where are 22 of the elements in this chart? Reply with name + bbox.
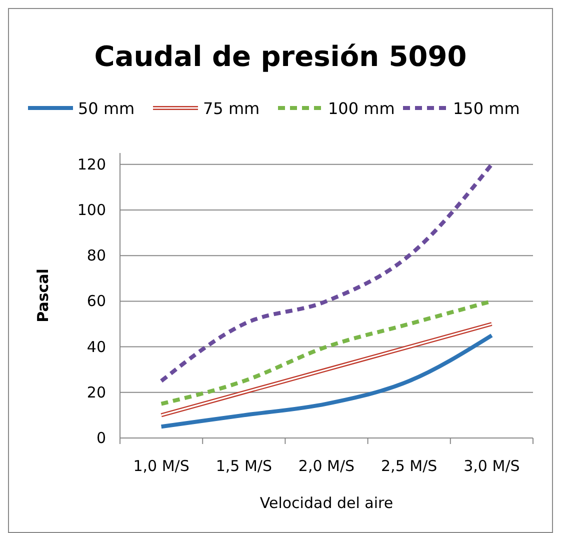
x-tick-label: 1,5 M/S bbox=[216, 457, 272, 475]
line-series bbox=[159, 162, 494, 383]
y-tick-label: 20 bbox=[86, 383, 106, 402]
y-tick-label: 100 bbox=[77, 201, 106, 219]
x-tick-label: 2,0 M/S bbox=[298, 457, 355, 475]
x-axis-title: Velocidad del aire bbox=[260, 494, 394, 512]
legend-label: 100 mm bbox=[328, 99, 395, 118]
y-tick-label: 40 bbox=[86, 338, 106, 356]
chart-title: Caudal de presión 5090 bbox=[94, 40, 467, 73]
y-axis-title: Pascal bbox=[34, 268, 52, 322]
legend-label: 150 mm bbox=[453, 99, 520, 118]
x-tick-label: 1,0 M/S bbox=[133, 457, 190, 475]
x-tick-label: 2,5 M/S bbox=[381, 457, 438, 475]
y-tick-label: 60 bbox=[86, 292, 106, 310]
legend-label: 50 mm bbox=[78, 99, 135, 118]
line-series bbox=[159, 333, 494, 429]
legend-label: 75 mm bbox=[203, 99, 260, 118]
x-tick-label: 3,0 M/S bbox=[464, 457, 520, 475]
line-series bbox=[159, 322, 494, 418]
y-tick-label: 0 bbox=[96, 429, 106, 447]
y-tick-label: 80 bbox=[86, 246, 106, 265]
y-tick-label: 120 bbox=[77, 155, 106, 174]
